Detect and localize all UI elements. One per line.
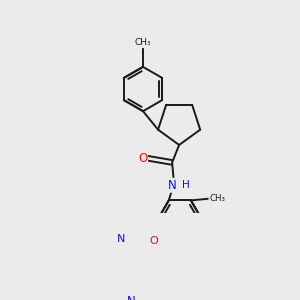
Text: CH₃: CH₃ bbox=[135, 38, 151, 47]
Text: N: N bbox=[127, 295, 136, 300]
Text: N: N bbox=[168, 179, 176, 192]
Text: H: H bbox=[182, 180, 190, 190]
Text: O: O bbox=[138, 152, 147, 165]
Text: N: N bbox=[117, 234, 125, 244]
Text: O: O bbox=[149, 236, 158, 246]
Text: CH₃: CH₃ bbox=[209, 194, 225, 203]
